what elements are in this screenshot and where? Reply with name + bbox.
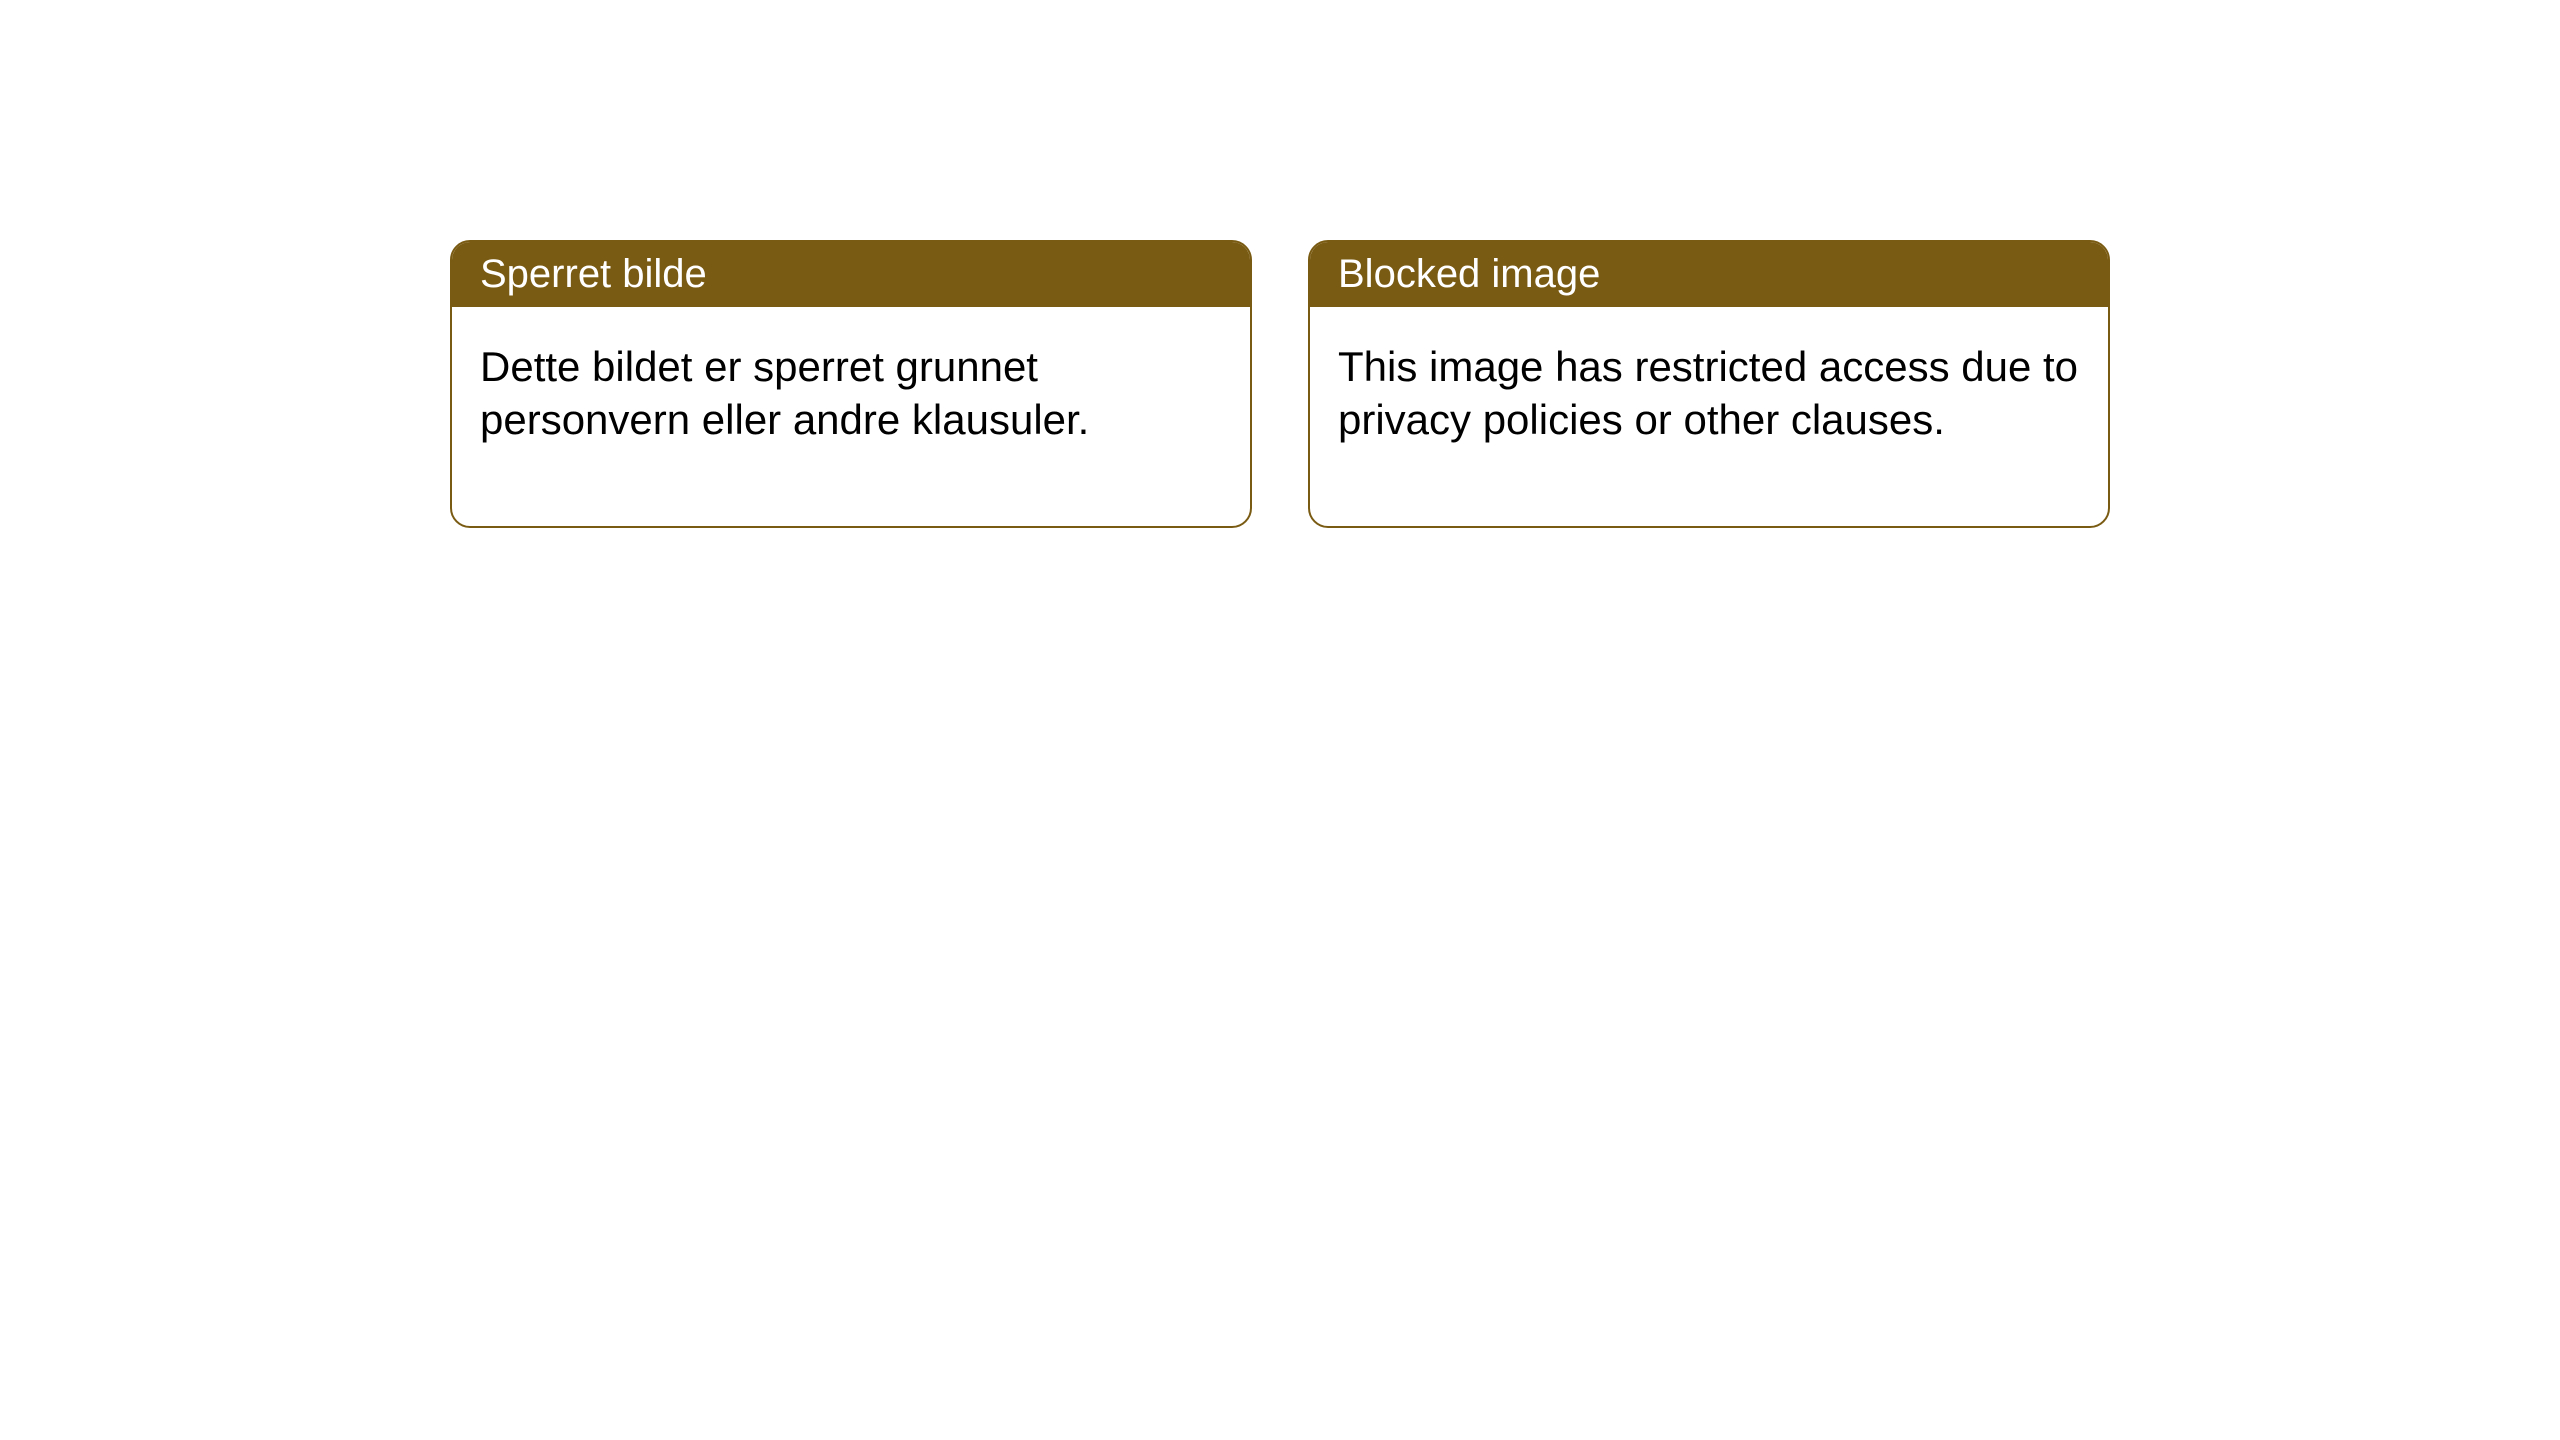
card-body-text: Dette bildet er sperret grunnet personve… <box>480 343 1089 443</box>
card-title: Blocked image <box>1338 252 1600 296</box>
card-body: Dette bildet er sperret grunnet personve… <box>452 307 1250 526</box>
card-title: Sperret bilde <box>480 252 707 296</box>
card-body-text: This image has restricted access due to … <box>1338 343 2078 443</box>
notice-cards-container: Sperret bilde Dette bildet er sperret gr… <box>450 240 2110 528</box>
card-header: Sperret bilde <box>452 242 1250 307</box>
card-header: Blocked image <box>1310 242 2108 307</box>
card-body: This image has restricted access due to … <box>1310 307 2108 526</box>
notice-card-norwegian: Sperret bilde Dette bildet er sperret gr… <box>450 240 1252 528</box>
notice-card-english: Blocked image This image has restricted … <box>1308 240 2110 528</box>
